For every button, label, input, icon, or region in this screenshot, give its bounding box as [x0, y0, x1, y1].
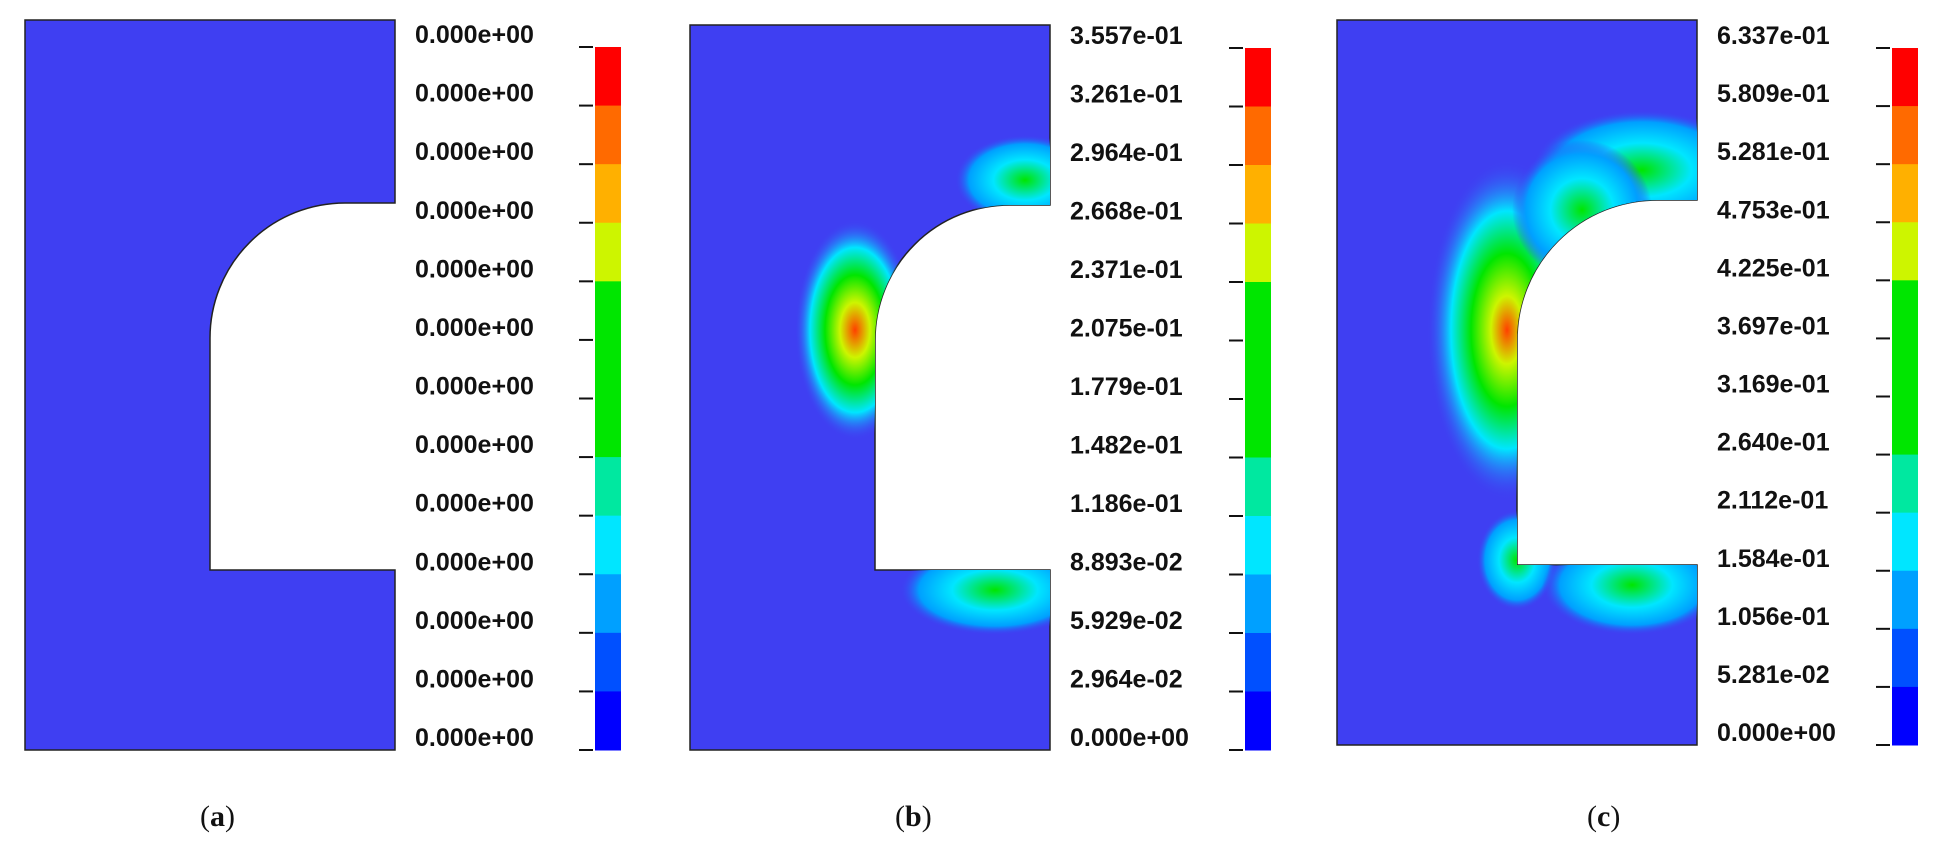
- caption-a: (a): [200, 800, 235, 833]
- colorbar-tick-label: 0.000e+00: [415, 255, 534, 283]
- contour-plot-c: 6.337e-01 5.809e-01 5.281e-01 4.753e-01 4.22…: [1336, 19, 1918, 747]
- colorbar-segment: [595, 515, 621, 575]
- colorbar-segment: [1892, 280, 1918, 339]
- caption-b: (b): [895, 800, 932, 833]
- colorbar-segment: [595, 339, 621, 399]
- colorbar-tick-label: 1.056e-01: [1717, 603, 1830, 631]
- colorbar-c: [1892, 48, 1918, 746]
- colorbar-tick-label: 8.893e-02: [1070, 549, 1183, 577]
- colorbar-segment: [1245, 516, 1271, 575]
- colorbar-segment: [1892, 454, 1918, 514]
- colorbar-tick-label: 2.371e-01: [1070, 256, 1183, 284]
- colorbar-segment: [1892, 222, 1918, 281]
- colorbar-segment: [1245, 282, 1271, 341]
- colorbar-segment: [1245, 457, 1271, 517]
- colorbar-labels-c: 6.337e-01 5.809e-01 5.281e-01 4.753e-01 4.22…: [1717, 22, 1890, 747]
- colorbar-tick-label: 5.929e-02: [1070, 607, 1183, 635]
- colorbar-tick-label: 1.186e-01: [1070, 490, 1183, 518]
- colorbar-segment: [595, 164, 621, 224]
- colorbar-segment: [1892, 512, 1918, 572]
- contour-plot-b: 3.557e-01 3.261e-01 2.964e-01 2.668e-01 2.37…: [689, 22, 1271, 752]
- contour-plot-a: 0.000e+00 0.000e+00 0.000e+00 0.000e+00 0.00…: [24, 19, 621, 752]
- colorbar-tick-label: 0.000e+00: [415, 80, 534, 108]
- colorbar-segment: [595, 222, 621, 282]
- colorbar-segment: [1245, 165, 1271, 224]
- colorbar-tick-label: 0.000e+00: [415, 607, 534, 635]
- tunnel-domain-a: [24, 19, 396, 751]
- colorbar-segment: [1245, 399, 1271, 458]
- colorbar-tick-label: 5.809e-01: [1717, 80, 1830, 108]
- colorbar-segment: [1245, 340, 1271, 400]
- colorbar-labels-b: 3.557e-01 3.261e-01 2.964e-01 2.668e-01 2.37…: [1070, 22, 1243, 752]
- colorbar-tick-label: 0.000e+00: [415, 548, 534, 576]
- colorbar-segment: [595, 105, 621, 165]
- colorbar-tick-label: 5.281e-01: [1717, 138, 1830, 166]
- colorbar-tick-label: 2.964e-02: [1070, 666, 1183, 694]
- colorbar-segment: [1245, 633, 1271, 692]
- colorbar-segment: [595, 457, 621, 517]
- colorbar-tick-label: 0.000e+00: [415, 431, 534, 459]
- colorbar-tick-label: 4.753e-01: [1717, 196, 1830, 224]
- colorbar-segment: [595, 574, 621, 634]
- colorbar-tick-label: 0.000e+00: [415, 314, 534, 342]
- colorbar-tick-label: 3.261e-01: [1070, 81, 1183, 109]
- colorbar-segment: [1245, 106, 1271, 166]
- colorbar-segment: [1892, 164, 1918, 223]
- colorbar-segment: [1892, 686, 1918, 746]
- colorbar-tick-label: 3.697e-01: [1717, 312, 1830, 340]
- colorbar-tick-label: 2.640e-01: [1717, 429, 1830, 457]
- colorbar-labels-a: 0.000e+00 0.000e+00 0.000e+00 0.000e+00 0.00…: [415, 21, 593, 752]
- colorbar-tick-label: 3.557e-01: [1070, 22, 1183, 50]
- colorbar-segment: [595, 281, 621, 341]
- caption-c: (c): [1587, 800, 1621, 833]
- colorbar-tick-label: 4.225e-01: [1717, 254, 1830, 282]
- panel-b: 3.557e-01 3.261e-01 2.964e-01 2.668e-01 2.37…: [665, 0, 1305, 856]
- colorbar-tick-label: 0.000e+00: [415, 373, 534, 401]
- colorbar-tick-label: 1.584e-01: [1717, 545, 1830, 573]
- colorbar-segment: [1892, 396, 1918, 456]
- colorbar-tick-label: 0.000e+00: [415, 197, 534, 225]
- colorbar-segment: [1892, 628, 1918, 688]
- panel-c: 6.337e-01 5.809e-01 5.281e-01 4.753e-01 4.22…: [1312, 0, 1937, 856]
- colorbar-b: [1245, 48, 1271, 751]
- colorbar-segment: [595, 398, 621, 458]
- colorbar-tick-label: 2.668e-01: [1070, 198, 1183, 226]
- colorbar-tick-label: 5.281e-02: [1717, 661, 1830, 689]
- colorbar-segment: [1892, 48, 1918, 107]
- colorbar-tick-label: 1.482e-01: [1070, 432, 1183, 460]
- colorbar-tick-label: 0.000e+00: [1070, 724, 1189, 752]
- colorbar-tick-label: 2.075e-01: [1070, 315, 1183, 343]
- colorbar-tick-label: 2.112e-01: [1717, 487, 1828, 515]
- colorbar-tick-label: 0.000e+00: [415, 138, 534, 166]
- colorbar-segment: [595, 632, 621, 692]
- colorbar-tick-label: 0.000e+00: [415, 21, 534, 49]
- colorbar-segment: [1245, 691, 1271, 751]
- colorbar-tick-label: 0.000e+00: [415, 490, 534, 518]
- colorbar-segment: [595, 691, 621, 751]
- colorbar-tick-label: 0.000e+00: [1717, 719, 1836, 747]
- colorbar-tick-label: 1.779e-01: [1070, 373, 1183, 401]
- panel-a: 0.000e+00 0.000e+00 0.000e+00 0.000e+00 0.00…: [0, 0, 640, 856]
- colorbar-tick-label: 0.000e+00: [415, 665, 534, 693]
- colorbar-tick-label: 3.169e-01: [1717, 371, 1830, 399]
- colorbar-tick-label: 0.000e+00: [415, 724, 534, 752]
- colorbar-tick-label: 6.337e-01: [1717, 22, 1830, 50]
- colorbar-a: [595, 47, 621, 751]
- colorbar-segment: [1892, 106, 1918, 165]
- colorbar-segment: [1245, 223, 1271, 283]
- colorbar-segment: [1245, 574, 1271, 634]
- colorbar-segment: [1892, 338, 1918, 397]
- colorbar-segment: [595, 47, 621, 107]
- colorbar-segment: [1892, 570, 1918, 630]
- colorbar-tick-label: 2.964e-01: [1070, 139, 1183, 167]
- colorbar-segment: [1245, 48, 1271, 107]
